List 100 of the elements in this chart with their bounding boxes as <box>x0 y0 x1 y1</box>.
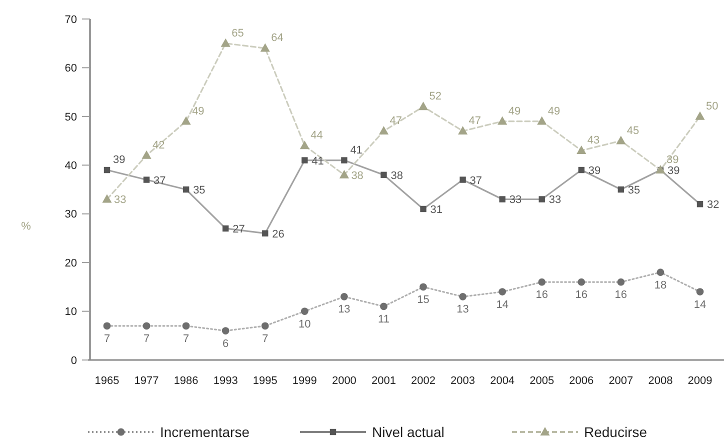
point <box>142 150 152 159</box>
data-label: 7 <box>143 332 150 345</box>
data-label: 27 <box>232 223 245 236</box>
data-label: 11 <box>378 313 390 326</box>
y-tick-label: 70 <box>64 14 77 26</box>
data-label: 37 <box>154 174 166 187</box>
point <box>458 126 468 135</box>
y-tick-label: 0 <box>70 354 77 367</box>
point <box>182 186 190 193</box>
point <box>696 201 704 208</box>
data-label: 42 <box>152 139 165 152</box>
point <box>143 176 150 183</box>
point <box>102 194 112 203</box>
point <box>420 206 426 212</box>
data-label: 7 <box>262 332 268 345</box>
y-tick-label: 50 <box>64 111 77 124</box>
x-tick-label: 2009 <box>688 375 712 387</box>
point <box>498 116 508 125</box>
y-tick-label: 60 <box>64 62 77 75</box>
data-label: 39 <box>666 154 679 166</box>
legend-label: Reducirse <box>584 424 648 440</box>
x-tick-label: 1977 <box>134 375 159 387</box>
point <box>341 157 348 164</box>
point <box>340 292 348 300</box>
data-label: 49 <box>548 105 560 118</box>
point <box>618 186 624 193</box>
data-label: 37 <box>470 174 482 187</box>
point <box>498 288 506 296</box>
data-label: 14 <box>694 298 706 311</box>
data-label: 41 <box>312 155 324 168</box>
point <box>302 157 308 164</box>
point <box>260 43 270 52</box>
data-label: 16 <box>536 289 548 302</box>
x-tick-label: 2001 <box>371 375 396 387</box>
point <box>103 322 111 330</box>
data-label: 33 <box>114 194 126 206</box>
data-label: 39 <box>667 165 680 178</box>
x-tick-label: 1999 <box>292 375 317 387</box>
point <box>380 172 387 178</box>
point <box>578 278 586 286</box>
data-label: 13 <box>338 304 350 316</box>
point <box>656 268 664 276</box>
x-tick-label: 2008 <box>648 375 673 387</box>
data-label: 49 <box>192 105 204 118</box>
data-label: 7 <box>183 332 190 345</box>
data-label: 13 <box>456 304 469 316</box>
x-tick-label: 2005 <box>530 375 554 387</box>
data-label: 26 <box>272 228 284 240</box>
data-label: 18 <box>654 279 667 292</box>
y-tick-label: 20 <box>64 257 77 270</box>
data-label: 47 <box>390 115 402 128</box>
point <box>220 38 230 47</box>
point <box>696 288 704 296</box>
data-label: 10 <box>298 318 311 330</box>
data-label: 31 <box>430 204 443 216</box>
point <box>222 327 230 334</box>
point <box>538 196 545 202</box>
point <box>418 102 428 110</box>
point <box>459 292 466 300</box>
data-label: 32 <box>707 199 720 212</box>
point <box>339 170 349 178</box>
point <box>576 146 586 154</box>
data-label: 52 <box>429 90 442 103</box>
point <box>222 225 229 232</box>
point <box>181 116 191 125</box>
data-label: 65 <box>232 27 244 40</box>
legend-label: Nivel actual <box>372 424 444 440</box>
data-label: 47 <box>468 115 482 128</box>
data-label: 45 <box>626 124 640 137</box>
point <box>695 111 705 120</box>
x-tick-label: 2004 <box>490 375 515 387</box>
x-tick-label: 2007 <box>608 375 634 387</box>
data-label: 41 <box>350 144 362 156</box>
y-axis-title: % <box>21 220 32 232</box>
x-tick-label: 2002 <box>411 375 436 387</box>
x-tick-label: 2000 <box>332 375 356 387</box>
point <box>380 302 388 310</box>
y-tick-label: 30 <box>64 208 77 221</box>
data-label: 50 <box>706 100 718 112</box>
x-tick-label: 1995 <box>252 375 278 387</box>
data-label: 44 <box>310 130 323 142</box>
y-tick-label: 40 <box>64 160 77 172</box>
data-label: 43 <box>587 134 600 147</box>
y-tick-label: 10 <box>64 306 77 318</box>
point <box>182 322 190 330</box>
point <box>300 140 310 150</box>
data-label: 16 <box>575 289 588 302</box>
x-tick-label: 1993 <box>213 375 238 387</box>
data-label: 39 <box>113 154 126 166</box>
legend-label: Incrementarse <box>160 424 250 440</box>
point <box>378 126 389 135</box>
data-label: 35 <box>193 184 206 196</box>
data-label: 14 <box>496 298 508 311</box>
data-label: 38 <box>390 170 403 182</box>
point <box>460 176 466 183</box>
x-tick-label: 1965 <box>94 375 120 387</box>
point <box>499 196 506 202</box>
point <box>617 278 625 286</box>
point <box>420 283 427 291</box>
point <box>142 322 150 330</box>
